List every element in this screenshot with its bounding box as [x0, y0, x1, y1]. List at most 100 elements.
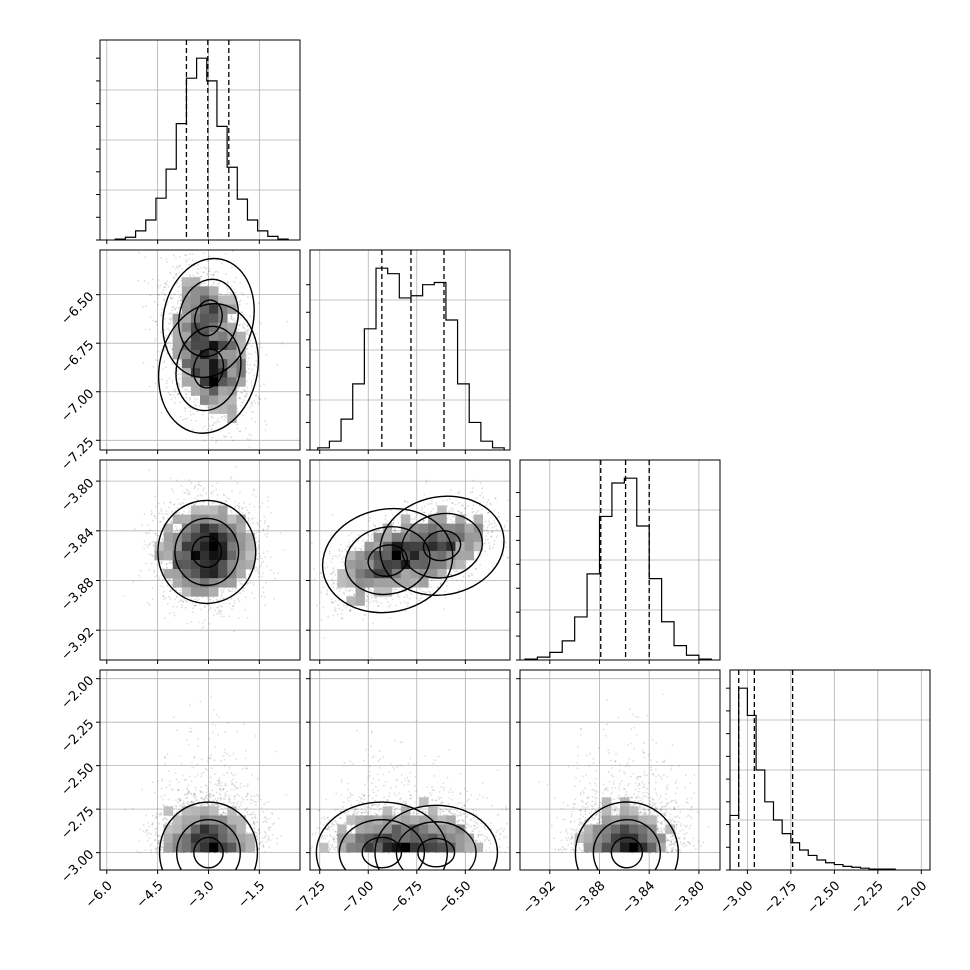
sample-point	[143, 513, 146, 516]
sample-point	[259, 322, 262, 325]
sample-point	[244, 328, 247, 331]
sample-point	[194, 604, 197, 607]
sample-point	[228, 497, 231, 500]
sample-point	[189, 397, 192, 400]
sample-point	[245, 333, 248, 336]
sample-point	[155, 320, 158, 323]
sample-point	[239, 509, 241, 512]
sample-point	[178, 531, 181, 534]
sample-point	[170, 297, 172, 299]
sample-point	[183, 491, 186, 494]
sample-point	[258, 552, 260, 555]
sample-point	[169, 296, 172, 299]
sample-point	[181, 501, 184, 504]
sample-point	[207, 406, 210, 409]
sample-point	[191, 610, 194, 613]
contour-line	[194, 299, 223, 337]
sample-point	[254, 401, 257, 404]
sample-point	[259, 398, 261, 401]
sample-point	[221, 615, 223, 618]
density-cell	[227, 359, 237, 369]
sample-point	[194, 404, 197, 406]
sample-point	[172, 276, 175, 279]
sample-point	[183, 498, 186, 501]
density-cell	[200, 286, 210, 296]
sample-point	[204, 404, 206, 407]
sample-point	[274, 577, 277, 580]
sample-point	[248, 407, 251, 409]
sample-point	[212, 596, 215, 599]
density-cell	[181, 304, 192, 314]
sample-point	[237, 388, 239, 390]
sample-point	[197, 272, 200, 275]
sample-point	[221, 416, 224, 418]
histogram-step	[729, 687, 896, 870]
density-cell	[181, 340, 192, 351]
sample-point	[267, 525, 270, 528]
sample-point	[244, 609, 247, 611]
sample-point	[201, 622, 204, 624]
sample-point	[153, 515, 156, 518]
sample-point	[247, 328, 249, 331]
sample-point	[160, 314, 162, 317]
sample-point	[247, 518, 250, 520]
sample-point	[249, 315, 251, 318]
sample-point	[165, 563, 168, 566]
sample-point	[262, 586, 265, 589]
sample-point	[252, 581, 255, 584]
sample-point	[256, 569, 259, 572]
sample-point	[208, 270, 211, 272]
sample-point	[226, 291, 229, 294]
sample-point	[252, 411, 255, 414]
sample-point	[175, 306, 178, 309]
sample-point	[177, 266, 179, 269]
sample-point	[157, 303, 159, 306]
sample-point	[185, 259, 187, 262]
sample-point	[213, 501, 216, 504]
sample-point	[169, 272, 172, 275]
sample-point	[207, 270, 210, 273]
density-cell	[190, 386, 201, 396]
sample-point	[182, 419, 184, 421]
sample-point	[198, 484, 201, 487]
sample-point	[142, 305, 145, 308]
sample-point	[138, 574, 141, 577]
sample-point	[169, 597, 172, 600]
sample-point	[247, 342, 250, 345]
sample-point	[145, 531, 148, 534]
sample-point	[258, 575, 260, 578]
sample-point	[246, 324, 249, 327]
sample-point	[230, 476, 233, 479]
density-cell	[236, 331, 246, 342]
sample-point	[165, 382, 168, 385]
sample-point	[257, 529, 260, 532]
sample-point	[192, 259, 194, 262]
sample-point	[211, 416, 214, 419]
sample-point	[163, 329, 166, 331]
sample-point	[262, 552, 265, 555]
sample-point	[166, 584, 169, 587]
sample-point	[194, 484, 196, 487]
sample-point	[220, 591, 223, 594]
sample-point	[241, 391, 243, 394]
sample-point	[163, 298, 166, 301]
sample-point	[122, 594, 125, 597]
sample-point	[250, 379, 253, 382]
sample-point	[219, 293, 222, 296]
sample-point	[200, 275, 203, 278]
sample-point	[216, 420, 219, 423]
density-cell	[209, 286, 219, 296]
sample-point	[174, 396, 177, 399]
sample-point	[253, 399, 256, 402]
sample-point	[202, 252, 205, 254]
sample-point	[162, 594, 165, 597]
sample-point	[237, 507, 240, 510]
sample-point	[151, 278, 154, 281]
sample-point	[266, 532, 269, 535]
sample-point	[159, 331, 162, 334]
sample-point	[266, 506, 269, 509]
sample-point	[165, 258, 168, 261]
sample-point	[258, 530, 261, 533]
sample-point	[169, 563, 172, 565]
sample-point	[242, 402, 245, 404]
